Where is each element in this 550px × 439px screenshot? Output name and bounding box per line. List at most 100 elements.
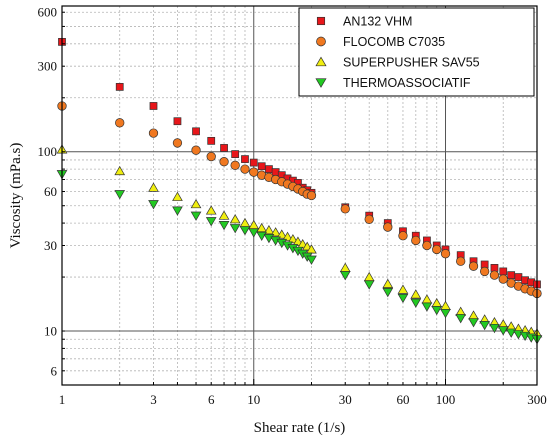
data-point bbox=[455, 314, 467, 324]
data-point bbox=[431, 297, 443, 308]
data-point bbox=[148, 128, 159, 138]
legend-label: AN132 VHM bbox=[343, 15, 412, 29]
y-tick-label: 300 bbox=[38, 59, 58, 74]
data-point bbox=[148, 182, 159, 192]
series-4 bbox=[56, 170, 543, 345]
data-point bbox=[248, 219, 260, 230]
data-point bbox=[489, 323, 500, 334]
data-point bbox=[218, 221, 230, 231]
data-point bbox=[398, 231, 408, 241]
data-point bbox=[114, 165, 126, 176]
data-point bbox=[231, 150, 240, 158]
data-point bbox=[505, 328, 517, 338]
legend-label: FLOCOMB C7035 bbox=[343, 35, 445, 49]
data-point bbox=[339, 262, 351, 272]
data-point bbox=[431, 305, 443, 316]
legend-label: SUPERPUSHER SAV55 bbox=[343, 56, 480, 70]
data-point bbox=[489, 270, 500, 280]
y-tick-label: 100 bbox=[38, 144, 58, 159]
data-point bbox=[468, 310, 479, 320]
data-point bbox=[241, 155, 249, 163]
data-point bbox=[397, 293, 409, 304]
data-point bbox=[149, 102, 158, 110]
data-point bbox=[205, 205, 217, 215]
data-point bbox=[339, 271, 351, 281]
data-point bbox=[218, 210, 230, 220]
data-point bbox=[306, 190, 317, 201]
data-point bbox=[340, 204, 350, 214]
data-point bbox=[256, 222, 268, 233]
data-point bbox=[114, 190, 126, 200]
data-point bbox=[220, 144, 228, 152]
data-point bbox=[191, 145, 201, 155]
data-point bbox=[456, 256, 466, 266]
data-point bbox=[421, 294, 433, 304]
data-point bbox=[230, 160, 240, 170]
axis-ticks: 1 3 6 10 30 60 100 300 6 10 30 60 100 300 600 bbox=[38, 5, 547, 407]
y-axis-title: Viscosity (mPa.s) bbox=[8, 143, 24, 249]
data-point bbox=[287, 234, 299, 244]
legend-marker bbox=[316, 36, 326, 47]
data-point bbox=[276, 229, 288, 239]
data-point bbox=[257, 162, 266, 171]
data-point bbox=[498, 274, 508, 284]
y-tick-label: 600 bbox=[38, 5, 58, 20]
data-point bbox=[229, 214, 241, 224]
data-point bbox=[432, 244, 442, 255]
x-tick-label: 30 bbox=[339, 392, 352, 407]
data-point bbox=[479, 321, 490, 331]
legend: AN132 VHM FLOCOMB C7035 SUPERPUSHER SAV55 T… bbox=[298, 7, 535, 97]
x-tick-label: 300 bbox=[527, 392, 547, 407]
data-point bbox=[229, 224, 241, 234]
data-point bbox=[148, 200, 159, 210]
x-axis-title: Shear rate (1/s) bbox=[254, 420, 346, 436]
data-point bbox=[468, 318, 479, 328]
x-tick-label: 1 bbox=[59, 392, 66, 407]
data-point bbox=[172, 206, 183, 216]
data-point bbox=[249, 167, 259, 177]
data-point bbox=[206, 151, 216, 162]
data-point bbox=[382, 288, 394, 298]
series-3 bbox=[56, 144, 543, 338]
data-point bbox=[207, 136, 216, 145]
x-tick-label: 100 bbox=[436, 392, 456, 407]
data-point bbox=[514, 273, 523, 281]
y-tick-label: 60 bbox=[44, 184, 57, 199]
data-point bbox=[410, 289, 422, 299]
y-tick-label: 6 bbox=[51, 363, 58, 378]
data-point bbox=[410, 298, 422, 308]
data-point bbox=[499, 267, 508, 276]
data-point bbox=[397, 284, 409, 294]
legend-label: THERMOASSOCIATIF bbox=[343, 76, 471, 90]
data-point bbox=[490, 264, 499, 272]
data-point bbox=[468, 261, 479, 271]
data-point bbox=[239, 217, 251, 228]
data-point bbox=[115, 118, 125, 128]
data-point bbox=[190, 211, 202, 221]
data-point bbox=[363, 271, 375, 282]
data-point bbox=[219, 157, 229, 167]
data-points bbox=[56, 38, 543, 345]
data-point bbox=[411, 235, 421, 246]
x-tick-label: 6 bbox=[208, 392, 215, 407]
data-point bbox=[421, 302, 433, 312]
x-tick-label: 60 bbox=[396, 392, 409, 407]
data-point bbox=[364, 214, 374, 224]
data-point bbox=[440, 300, 451, 310]
data-point bbox=[239, 226, 251, 236]
data-point bbox=[205, 217, 217, 227]
x-tick-label: 10 bbox=[247, 392, 260, 407]
data-point bbox=[363, 280, 375, 290]
data-point bbox=[306, 255, 317, 265]
data-point bbox=[263, 234, 275, 244]
data-point bbox=[265, 165, 273, 173]
data-point bbox=[115, 83, 124, 91]
data-point bbox=[173, 117, 182, 126]
data-point bbox=[383, 222, 393, 232]
data-point bbox=[507, 271, 516, 280]
series-2 bbox=[57, 101, 542, 299]
data-point bbox=[190, 198, 202, 209]
data-point bbox=[270, 227, 281, 237]
legend-marker bbox=[315, 56, 327, 67]
